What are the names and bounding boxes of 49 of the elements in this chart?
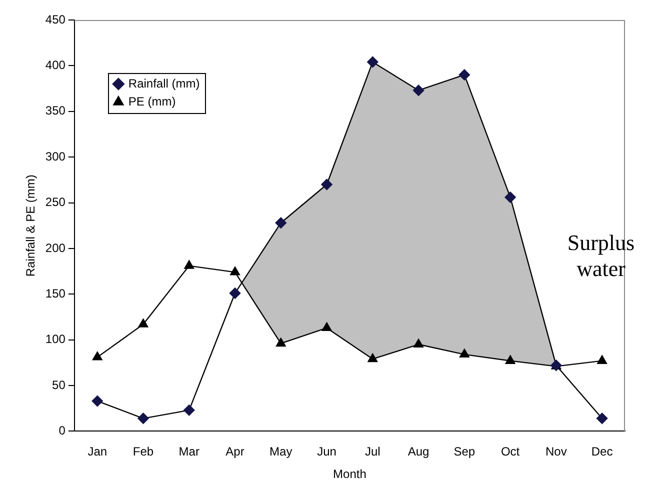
x-tick-label: Oct <box>500 444 520 459</box>
point <box>276 338 286 347</box>
x-tick-label: May <box>270 444 292 459</box>
point <box>597 355 607 364</box>
y-tick-label: 300 <box>45 149 66 164</box>
point <box>275 217 286 228</box>
point <box>596 412 608 424</box>
point <box>367 56 378 68</box>
point <box>230 266 240 276</box>
point <box>368 353 378 362</box>
point <box>138 318 148 328</box>
legend-label: PE (mm) <box>128 94 176 108</box>
x-tick-label: Dec <box>591 444 613 459</box>
y-tick-label: 400 <box>45 58 66 72</box>
y-tick-label: 200 <box>45 240 66 255</box>
x-tick-label: Aug <box>408 444 430 459</box>
x-tick-label: Nov <box>546 444 567 459</box>
point <box>505 355 516 364</box>
point <box>458 69 470 80</box>
y-tick-label: 350 <box>45 104 66 118</box>
point <box>414 338 424 348</box>
point <box>184 260 194 269</box>
point <box>92 352 102 360</box>
y-tick-label: 250 <box>45 195 66 210</box>
point <box>321 178 332 190</box>
x-axis-title: Month <box>333 467 366 482</box>
x-tick-label: Sep <box>454 444 476 459</box>
y-tick-label: 50 <box>52 378 66 392</box>
x-tick-label: Jul <box>364 444 380 459</box>
x-tick-label: Mar <box>178 444 200 459</box>
y-tick-label: 100 <box>45 332 66 346</box>
x-tick-label: Apr <box>226 444 244 459</box>
x-tick-label: Jun <box>317 444 336 459</box>
point <box>92 395 103 407</box>
y-tick-label: 0 <box>58 424 66 438</box>
y-axis-title: Rainfall & PE (mm) <box>24 174 38 277</box>
point <box>184 404 195 416</box>
x-tick-label: Feb <box>132 444 154 459</box>
legend-label: Rainfall (mm) <box>128 76 200 90</box>
point <box>412 84 424 96</box>
annotation: Surplus water <box>566 230 636 282</box>
point <box>229 288 241 299</box>
y-tick-label: 450 <box>45 12 66 26</box>
point <box>459 348 470 358</box>
point <box>504 192 516 203</box>
y-tick-label: 150 <box>45 286 66 300</box>
x-tick-label: Jan <box>88 444 108 459</box>
point <box>322 322 332 332</box>
point <box>138 412 149 424</box>
